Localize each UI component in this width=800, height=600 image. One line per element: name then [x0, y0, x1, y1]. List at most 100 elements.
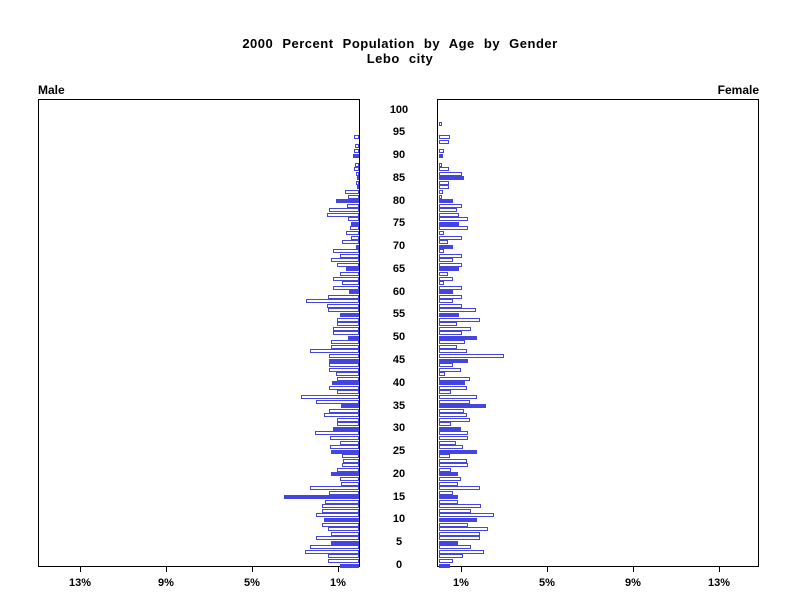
male-bar-age-33	[324, 413, 359, 418]
male-bar-age-65	[346, 267, 359, 272]
male-bar-age-50	[348, 335, 359, 340]
female-bar-age-91	[439, 148, 444, 153]
female-bar-age-50	[439, 335, 477, 340]
male-bar-age-43	[329, 367, 359, 372]
left-x-tick-label-13: 13%	[68, 577, 92, 589]
male-bar-age-54	[337, 317, 359, 322]
left-x-tick-1	[338, 567, 339, 572]
male-bar-age-46	[329, 353, 359, 358]
chart-subtitle: Lebo city	[366, 51, 434, 66]
female-bar-age-77	[439, 212, 459, 217]
female-bar-age-48	[439, 344, 457, 349]
age-label-100: 100	[389, 103, 409, 116]
female-bar-age-85	[439, 176, 464, 181]
male-bar-age-0	[340, 563, 359, 568]
male-bar-age-13	[322, 504, 359, 509]
male-bar-age-58	[306, 299, 359, 304]
male-bar-age-85	[357, 176, 359, 181]
female-bar-age-65	[439, 267, 459, 272]
female-bar-age-4	[439, 545, 471, 550]
right-x-tick-label-13: 13%	[707, 577, 731, 589]
male-bar-age-1	[328, 558, 359, 563]
male-bar-age-76	[348, 217, 359, 222]
female-bar-age-81	[439, 194, 442, 199]
male-bar-age-29	[315, 431, 359, 436]
female-bar-age-9	[439, 522, 468, 527]
female-bar-age-75	[439, 221, 459, 226]
age-label-70: 70	[392, 240, 406, 253]
male-bar-age-68	[340, 253, 359, 258]
male-bar-age-77	[327, 212, 359, 217]
female-bar-age-70	[439, 244, 453, 249]
male-bar-age-32	[337, 417, 359, 422]
male-bar-age-92	[355, 144, 359, 149]
female-bar-age-26	[439, 445, 463, 450]
age-label-95: 95	[392, 126, 406, 139]
male-bar-age-24	[342, 454, 359, 459]
male-bar-age-53	[337, 322, 359, 327]
left-x-tick-label-1: 1%	[330, 577, 346, 589]
male-bar-age-83	[357, 185, 359, 190]
female-bar-age-90	[439, 153, 443, 158]
female-bar-age-34	[439, 408, 464, 413]
female-bar-age-52	[439, 326, 471, 331]
age-label-80: 80	[392, 194, 406, 207]
age-label-0: 0	[395, 559, 403, 571]
age-label-40: 40	[392, 376, 406, 389]
female-bar-age-79	[439, 203, 462, 208]
right-x-tick-5	[547, 567, 548, 572]
female-bar-age-23	[439, 458, 467, 463]
female-bar-age-19	[439, 476, 461, 481]
female-bar-age-31	[439, 422, 451, 427]
male-bar-age-61	[333, 285, 359, 290]
left-x-tick-9	[166, 567, 167, 572]
left-x-tick-label-5: 5%	[244, 577, 260, 589]
male-bar-age-64	[340, 271, 359, 276]
female-bar-age-45	[439, 358, 468, 363]
female-bar-age-11	[439, 513, 494, 518]
male-bar-age-87	[354, 167, 359, 172]
male-bar-age-55	[340, 312, 359, 317]
male-bar-age-57	[327, 303, 359, 308]
female-bar-age-82	[439, 189, 443, 194]
female-bar-age-67	[439, 258, 453, 263]
female-bar-age-36	[439, 399, 470, 404]
male-bar-age-35	[341, 404, 359, 409]
female-bar-age-66	[439, 262, 462, 267]
male-bar-age-80	[336, 199, 359, 204]
female-bar-age-49	[439, 340, 465, 345]
female-bar-age-24	[439, 454, 450, 459]
male-bar-age-31	[337, 422, 359, 427]
female-bar-age-44	[439, 363, 453, 368]
male-bar-age-28	[330, 435, 359, 440]
male-bar-age-79	[347, 203, 359, 208]
age-label-90: 90	[392, 149, 406, 162]
female-bar-age-73	[439, 230, 444, 235]
female-bar-age-2	[439, 554, 463, 559]
female-panel-label: Female	[717, 83, 759, 97]
female-bar-age-6	[439, 536, 480, 541]
male-bar-age-84	[356, 180, 359, 185]
age-label-50: 50	[392, 331, 406, 344]
male-bar-age-59	[328, 294, 359, 299]
male-bar-age-48	[331, 344, 359, 349]
male-bar-age-81	[348, 194, 359, 199]
female-bar-age-8	[439, 527, 488, 532]
male-bar-age-21	[337, 467, 359, 472]
female-bar-age-59	[439, 294, 462, 299]
left-x-tick-5	[252, 567, 253, 572]
female-bar-age-3	[439, 549, 484, 554]
female-bar-age-54	[439, 317, 480, 322]
male-bar-age-14	[325, 499, 359, 504]
age-label-35: 35	[392, 399, 406, 412]
age-label-10: 10	[392, 513, 406, 526]
female-bar-age-76	[439, 217, 468, 222]
female-bar-age-28	[439, 435, 468, 440]
female-bar-age-21	[439, 467, 451, 472]
male-bar-age-66	[337, 262, 359, 267]
male-bar-age-19	[340, 476, 359, 481]
male-bar-age-4	[310, 545, 359, 550]
male-bar-age-39	[329, 385, 359, 390]
male-bar-age-94	[354, 135, 359, 140]
male-bar-age-9	[322, 522, 359, 527]
